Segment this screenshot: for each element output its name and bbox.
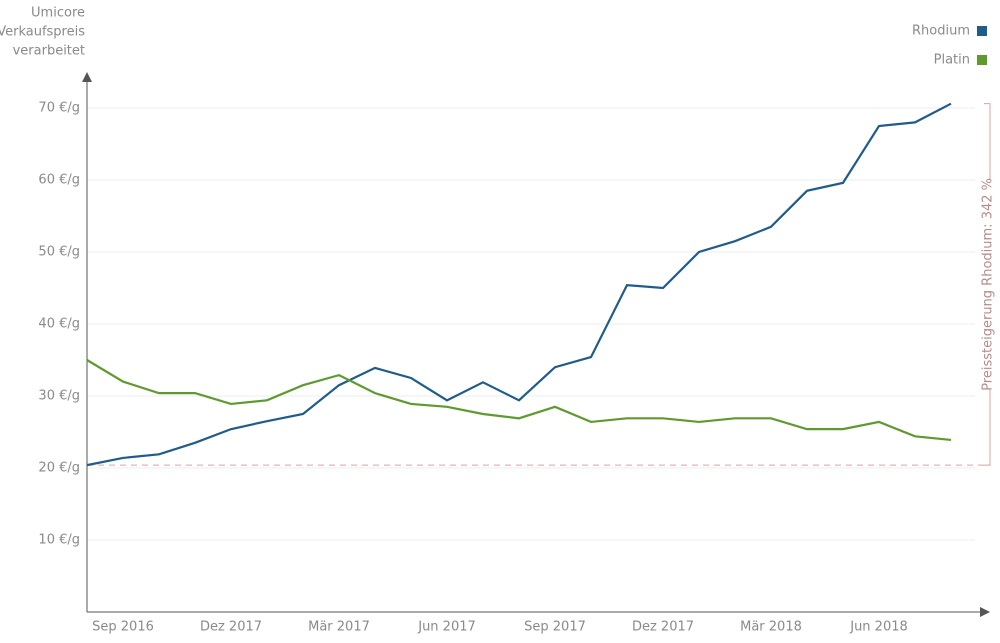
y-tick-label: 50 €/g [38,245,80,260]
x-axis-arrow [980,607,990,617]
legend-label: Rhodium [912,24,970,39]
x-tick-label: Dez 2017 [200,620,262,635]
y-tick-label: 40 €/g [38,317,80,332]
y-tick-label: 20 €/g [38,461,80,476]
y-axis-title: verarbeitet [13,44,85,59]
legend-swatch [977,55,987,65]
x-tick-label: Sep 2016 [92,620,154,635]
annotation: Preissteigerung Rhodium: 342 % [981,178,996,391]
y-tick-label: 10 €/g [38,533,80,548]
y-tick-label: 70 €/g [38,101,80,116]
line-series [86,359,952,442]
x-tick-label: Jun 2017 [417,620,476,635]
x-tick-label: Dez 2017 [632,620,694,635]
y-tick-label: 60 €/g [38,173,80,188]
y-axis-title: Verkaufspreis [0,25,85,40]
annotation-bg [978,179,1000,390]
legend-label: Platin [934,53,970,68]
x-tick-label: Mär 2017 [308,620,370,635]
y-axis-arrow [82,72,92,82]
x-tick-label: Jun 2018 [849,620,908,635]
x-tick-label: Sep 2017 [524,620,586,635]
x-tick-label: Mär 2018 [740,620,802,635]
legend-swatch [977,26,987,36]
y-tick-label: 30 €/g [38,389,80,404]
line-series [86,102,952,467]
y-axis-title: Umicore [31,6,85,21]
